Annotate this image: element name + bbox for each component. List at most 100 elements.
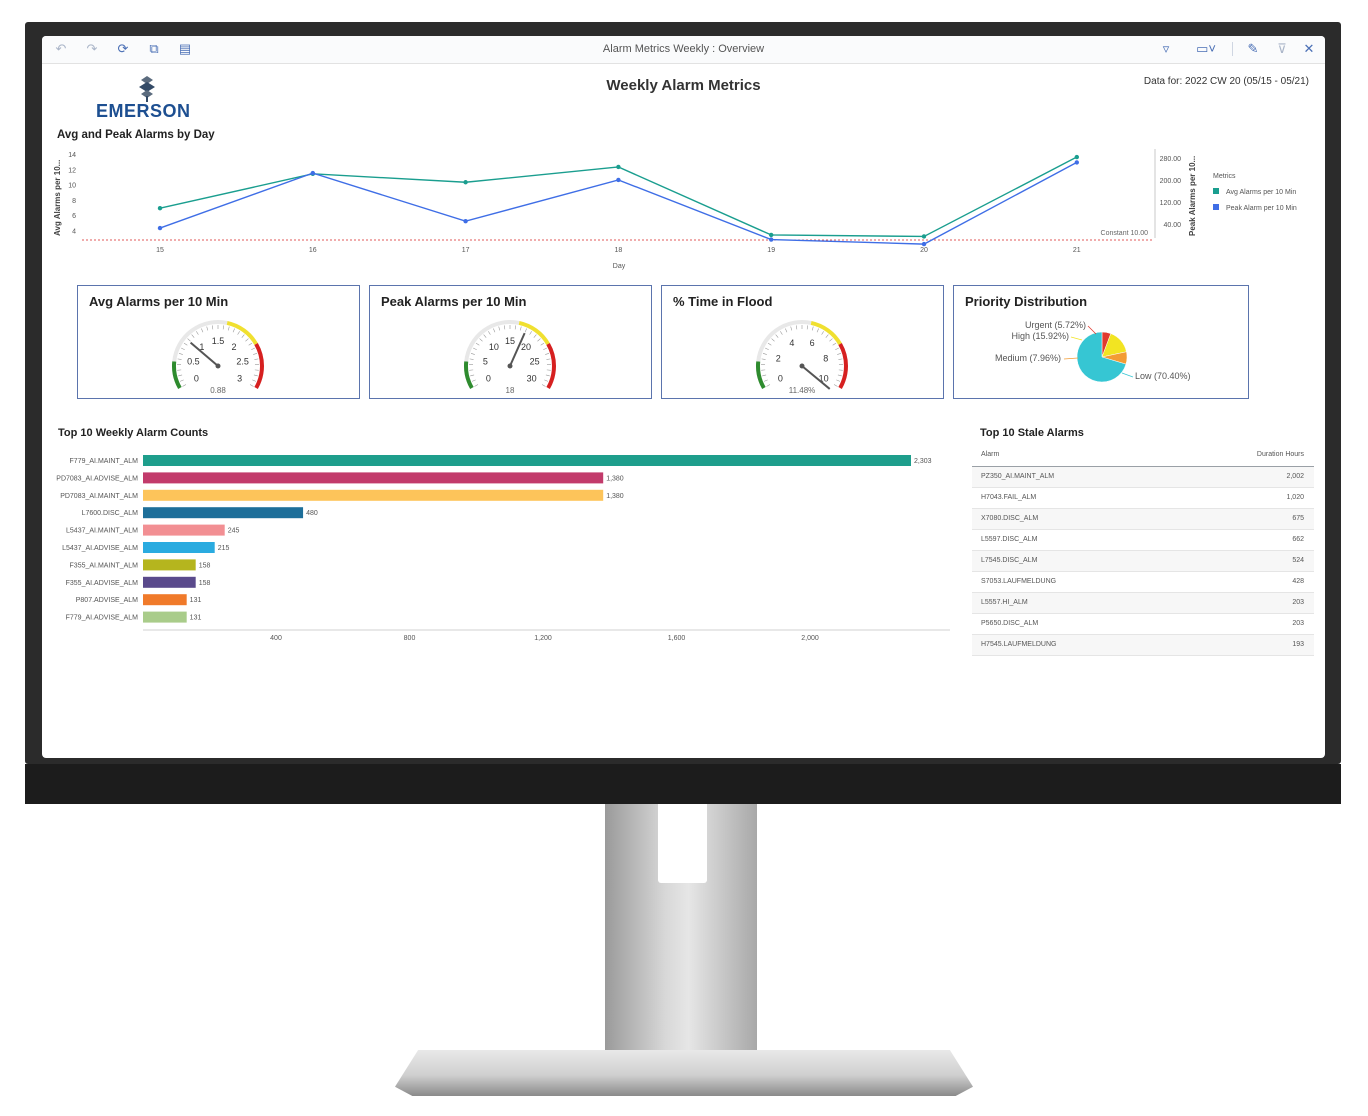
gauge-band	[464, 361, 474, 389]
duration-hours-cell: 662	[1292, 536, 1304, 543]
gauge-needle	[189, 341, 219, 367]
table-row[interactable]: S7053.LAUFMELDUNG 428	[972, 572, 1314, 593]
pie-label: Medium (7.96%)	[995, 353, 1061, 363]
gauge-tick	[196, 331, 199, 335]
gauge-hub	[799, 363, 805, 369]
gauge-tick	[488, 331, 491, 335]
gauge-tick	[201, 328, 204, 333]
gauge-tick-label: 25	[530, 357, 540, 367]
gauge-tick	[763, 379, 768, 382]
edit-icon[interactable]: ✎	[1247, 41, 1259, 56]
column-header-alarm[interactable]: Alarm	[981, 451, 1000, 458]
data-period-label: Data for: 2022 CW 20 (05/15 - 05/21)	[1143, 76, 1309, 87]
alarm-name-cell: S7053.LAUFMELDUNG	[981, 578, 1057, 585]
filter-icon[interactable]: ▿	[1162, 41, 1170, 56]
gauge-band	[254, 343, 264, 389]
bar-value-label: 245	[228, 528, 240, 535]
collapse-icon[interactable]: ⊽	[1277, 41, 1287, 56]
gauge-tick	[775, 334, 779, 338]
alarm-name-cell: PZ350_AI.MAINT_ALM	[981, 473, 1055, 480]
table-row[interactable]: P5650.DISC_ALM 203	[972, 614, 1314, 635]
pie-leader-line	[1121, 372, 1134, 378]
gauge-tick	[806, 325, 809, 330]
series-point	[921, 234, 927, 239]
gauge-tick	[469, 358, 474, 360]
table-row[interactable]: H7043.FAIL_ALM 1,020	[972, 488, 1314, 509]
gauge-tick	[765, 347, 769, 351]
series-point	[1074, 154, 1080, 160]
column-header-duration[interactable]: Duration Hours	[1256, 451, 1304, 458]
gauge-tick	[821, 331, 824, 335]
table-row[interactable]: L5597.DISC_ALM 662	[972, 530, 1314, 551]
gauge-tick	[785, 328, 788, 333]
table-row[interactable]: X7080.DISC_ALM 675	[972, 509, 1314, 530]
gauge-card-flood[interactable]: % Time in Flood 0 2 4 6 8 10 11.48%	[661, 285, 944, 399]
refresh-icon[interactable]: ⟳	[117, 41, 129, 56]
duration-hours-cell: 193	[1292, 641, 1304, 648]
table-row[interactable]: PZ350_AI.MAINT_ALM 2,002	[972, 467, 1314, 488]
export-icon[interactable]: ⧉	[149, 41, 159, 56]
gauge-tick	[503, 325, 506, 330]
series-point	[463, 219, 468, 224]
table-row[interactable]: L5557.HI_ALM 203	[972, 593, 1314, 614]
priority-card[interactable]: Priority Distribution Urgent (5.72%) High…	[953, 285, 1249, 399]
gauge-title: Peak Alarms per 10 Min	[381, 294, 527, 309]
gauge-tick-label: 1	[199, 342, 204, 352]
toolbar-separator	[1232, 42, 1233, 56]
gauge-tick-label: 4	[789, 338, 794, 348]
monitor-chin	[25, 764, 1341, 804]
gauge-tick-label: 1.5	[212, 336, 225, 346]
gauge-tick	[540, 342, 545, 346]
gauge-tick	[780, 331, 783, 335]
bar	[143, 524, 225, 536]
gauge-tick	[474, 384, 479, 387]
undo-icon[interactable]: ↶	[55, 41, 67, 56]
bar	[143, 507, 304, 519]
series-point	[157, 206, 163, 211]
pie-slice	[1076, 331, 1127, 383]
y-axis-label-right: Peak Alarms per 10...	[1188, 156, 1197, 236]
duration-hours-cell: 524	[1292, 557, 1304, 564]
gauge-tick-label: 30	[527, 374, 537, 384]
gauge-tick	[829, 338, 833, 342]
close-icon[interactable]: ✕	[1303, 41, 1315, 56]
alarm-name-cell: H7545.LAUFMELDUNG	[981, 641, 1057, 648]
gauge-band	[464, 320, 520, 362]
priority-title: Priority Distribution	[965, 294, 1088, 309]
gauge-tick	[836, 379, 841, 382]
gauge-tick	[475, 342, 480, 346]
line-chart-title: Avg and Peak Alarms by Day	[57, 129, 215, 141]
gauge-tick	[178, 374, 183, 377]
gauge-peak-alarms: 0 510 15 20 25 30 18	[464, 320, 556, 395]
table-row[interactable]: L7545.DISC_ALM 524	[972, 551, 1314, 572]
top10-title: Top 10 Weekly Alarm Counts	[58, 427, 209, 439]
share-icon[interactable]: ▭˅	[1196, 41, 1216, 56]
redo-icon[interactable]: ↷	[86, 41, 98, 56]
bar-category-label: P807.ADVISE_ALM	[76, 597, 138, 604]
gauge-tick	[177, 358, 182, 360]
bar-category-label: F779_AI.ADVISE_ALM	[66, 615, 139, 622]
x-tick-label: 2,000	[801, 635, 819, 642]
alarm-name-cell: L5557.HI_ALM	[981, 599, 1028, 606]
gauge-band	[756, 361, 766, 389]
alarm-name-cell: P5650.DISC_ALM	[981, 620, 1039, 627]
gauge-tick-label: 2.5	[236, 357, 249, 367]
notes-icon[interactable]: ▤	[178, 41, 192, 56]
gauge-band	[756, 320, 812, 362]
gauge-card-avg[interactable]: Avg Alarms per 10 Min 0 0.5 1 1.5 2 2.5 3 0.88	[77, 285, 360, 399]
duration-hours-cell: 203	[1292, 620, 1304, 627]
gauge-tick	[222, 325, 225, 330]
top10-bar-chart: F779_AI.MAINT_ALM 2,303 PD7083_AI.ADVISE_A…	[56, 455, 950, 642]
series-point	[157, 225, 163, 231]
gauge-tick	[795, 325, 798, 330]
gauge-tick-label: 20	[521, 342, 531, 352]
series-point	[1074, 160, 1080, 165]
gauge-tick	[790, 326, 793, 331]
gauge-band	[172, 320, 228, 362]
gauge-card-peak[interactable]: Peak Alarms per 10 Min 0 5 10 15 20 25 30 18	[369, 285, 652, 399]
bar-category-label: L5437_AI.MAINT_ALM	[66, 528, 138, 535]
gauge-tick-label: 0	[486, 374, 491, 384]
gauge-tick	[252, 379, 257, 382]
table-row[interactable]: H7545.LAUFMELDUNG 193	[972, 635, 1314, 656]
